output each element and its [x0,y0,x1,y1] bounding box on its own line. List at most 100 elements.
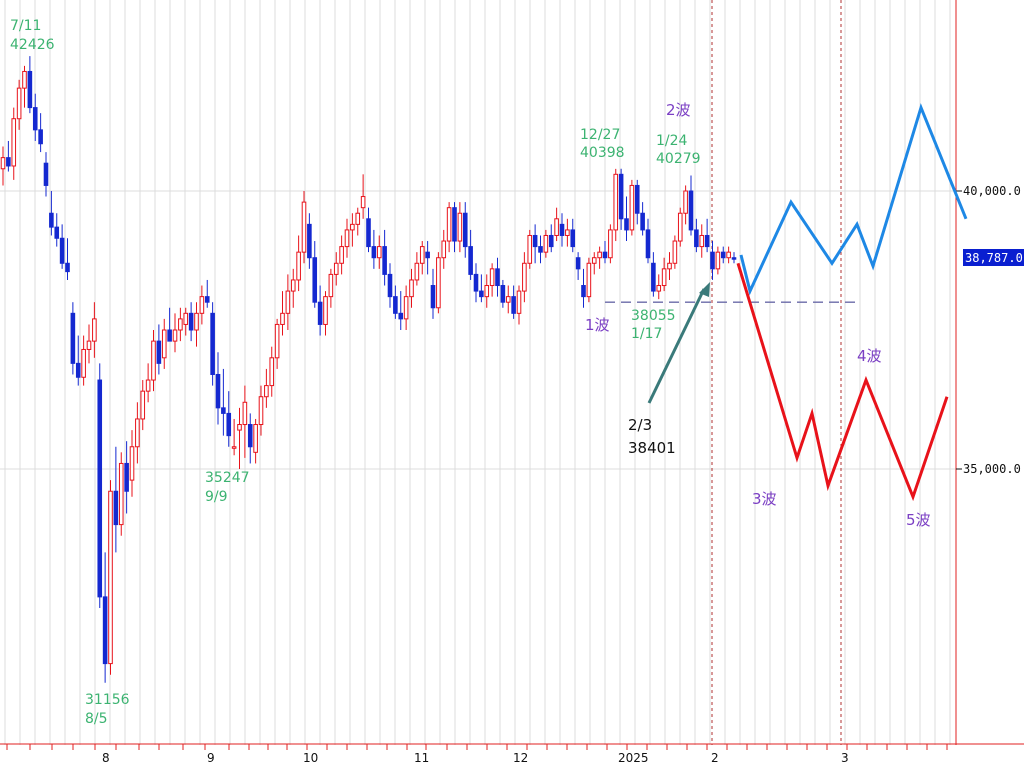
candle [602,241,608,264]
candle [527,229,533,269]
candle-body [167,329,172,342]
candle-body [140,390,146,420]
candle-body [640,212,645,231]
candle-body [307,223,312,259]
candle-body [527,234,533,264]
annotation-low-value: 31156 [85,692,130,708]
candle-body [457,212,463,242]
candle [403,285,409,330]
annotation-wave-5: 5波 [906,511,931,529]
candle [436,252,441,314]
annotation-dec-high-value: 40398 [580,145,625,161]
candle-body [113,490,119,526]
candle [350,213,355,247]
candle [231,418,237,456]
candle-body [586,262,592,298]
candle [258,385,264,436]
candle [511,285,516,319]
candle-body [70,312,76,364]
current-price-label: 38,787.0 [965,251,1023,265]
candle [38,113,43,153]
candle [317,285,323,336]
annotation-jan-low-value: 38055 [631,308,676,324]
candle [575,252,581,280]
annotation-wave-1: 1波 [585,316,610,334]
candle-body [92,318,97,342]
candle [505,285,511,314]
candle-body [393,296,398,314]
candle [489,263,495,297]
candle-body [226,412,232,437]
candle [178,307,183,342]
candle [269,346,275,397]
candle-body [554,218,559,236]
candle [624,196,629,242]
candle [102,552,108,683]
candle [253,418,258,464]
candle-body [242,401,248,426]
candle [468,229,473,280]
candle-body [710,251,715,270]
candle-body [215,373,221,409]
candles [0,56,737,683]
candle [0,146,6,186]
candle [634,179,640,225]
forecast-red-path [736,262,949,502]
candle [307,213,312,269]
candle [145,363,151,403]
candle [419,241,425,275]
candle [500,279,506,308]
candle-body [608,229,613,259]
candle [425,241,430,275]
candle [65,238,70,280]
candle [237,407,242,469]
candle-body [285,290,291,314]
candle-body [441,240,447,259]
candle-body [726,251,731,259]
candle [16,79,22,130]
candle [559,213,565,247]
candle [135,402,140,464]
candle [118,452,124,536]
candle [92,302,97,358]
candle-body [129,446,135,481]
candle-body [145,379,151,392]
y-tick-label-35000: 35,000.0 [963,462,1021,476]
candle-body [290,279,296,292]
candle-body [108,490,113,665]
candle-body [618,173,624,220]
candle-body [699,234,705,248]
candle [710,241,715,280]
candle-body [360,196,366,209]
candle-body [414,262,420,281]
x-tick-label-8: 8 [102,751,110,765]
candle [360,174,366,219]
arrow-shaft [647,288,706,404]
candle-body [704,234,710,248]
candle-body [591,257,597,264]
candle-body [382,246,387,275]
candle [75,335,81,386]
candle-body [387,273,393,298]
candle-body [323,296,328,325]
candle-body [366,218,371,248]
candle-body [489,268,495,287]
candle [656,274,662,300]
candle-body [32,107,38,131]
candle [672,235,678,269]
candle-body [247,424,253,448]
candle-body [495,268,500,287]
candle [376,235,382,269]
annotation-high-date: 7/11 [10,18,41,34]
candle [387,263,393,308]
candle [597,246,602,269]
candle [344,218,350,258]
candle-body [403,296,409,320]
candle [140,380,146,431]
candle-body [398,312,404,320]
candle [312,241,318,308]
candle [393,285,398,319]
candle [570,218,576,253]
x-tick-label-3: 3 [841,751,849,765]
candle-body [543,234,549,253]
